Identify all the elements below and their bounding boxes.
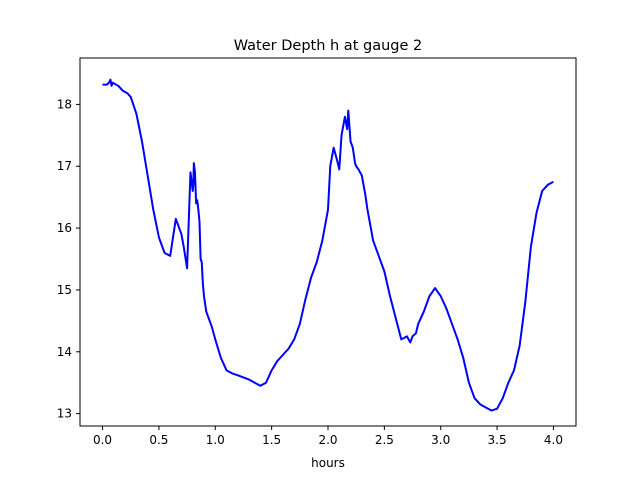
y-tick-label: 17 — [57, 159, 72, 173]
y-tick-label: 16 — [57, 221, 72, 235]
y-tick-label: 18 — [57, 97, 72, 111]
x-tick-label: 4.0 — [544, 433, 563, 447]
x-axis: 0.0 0.5 1.0 1.5 2.0 2.5 3.0 3.5 4.0 — [93, 426, 563, 447]
y-tick-label: 15 — [57, 283, 72, 297]
plot-area — [102, 78, 554, 412]
x-tick-label: 1.0 — [206, 433, 225, 447]
y-tick-label: 13 — [57, 407, 72, 421]
x-tick-label: 3.0 — [431, 433, 450, 447]
y-tick-label: 14 — [57, 345, 72, 359]
x-tick-label: 0.5 — [149, 433, 168, 447]
y-axis: 13 14 15 16 17 18 — [57, 97, 80, 421]
x-tick-label: 2.5 — [375, 433, 394, 447]
x-tick-label: 2.0 — [318, 433, 337, 447]
chart-title: Water Depth h at gauge 2 — [234, 38, 422, 54]
x-tick-label: 0.0 — [93, 433, 112, 447]
series-line — [102, 78, 554, 412]
x-tick-label: 3.5 — [488, 433, 507, 447]
x-axis-label: hours — [311, 456, 345, 470]
x-tick-label: 1.5 — [262, 433, 281, 447]
